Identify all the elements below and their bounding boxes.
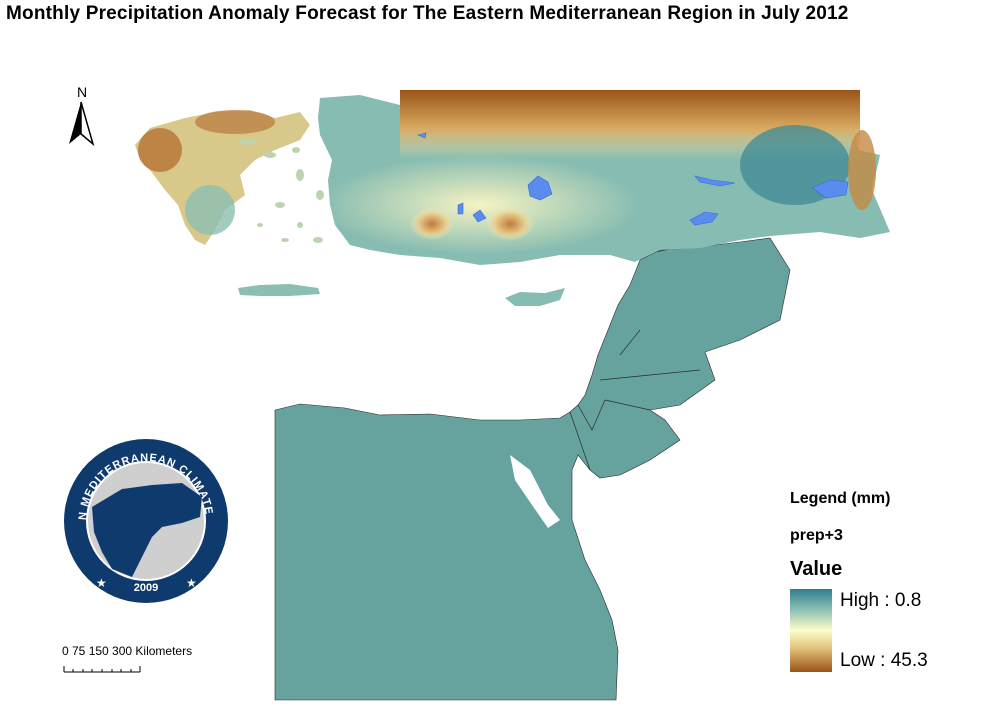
north-arrow-letter: N: [77, 84, 88, 100]
legend-field-name: Value: [790, 558, 843, 580]
legend-low-label: Low : 45.3: [840, 650, 928, 671]
legend: Legend (mm) prep+3 Value High : 0.8 Low …: [790, 490, 990, 690]
egypt-region: [274, 237, 791, 701]
aegean-islands: [240, 139, 324, 243]
svg-text:★: ★: [186, 576, 197, 590]
legend-color-ramp: [790, 589, 832, 672]
orange-anomaly-2: [486, 207, 534, 241]
emcc-logo: EASTERN MEDITERRANEAN CLIMATE CENTRE 200…: [62, 437, 228, 603]
legend-title: Legend (mm): [790, 490, 891, 507]
crete-island: [238, 284, 320, 296]
greece-teal: [185, 185, 235, 235]
scale-bar: [63, 666, 141, 673]
greece-dry-north: [195, 110, 275, 134]
country-borders: [569, 234, 761, 471]
greece-dry-west: [138, 128, 182, 172]
legend-layer-name: prep+3: [790, 527, 843, 544]
legend-high-label: High : 0.8: [840, 590, 922, 611]
gulf-of-suez: [510, 455, 560, 528]
central-anatolia-low-anomaly: [320, 155, 640, 255]
map-title: Monthly Precipitation Anomaly Forecast f…: [6, 3, 849, 24]
scale-bar-labels: 0 75 150 300 Kilometers: [62, 644, 193, 658]
cyprus-island: [505, 288, 565, 306]
svg-text:★: ★: [96, 576, 107, 590]
lakes: [417, 132, 849, 226]
orange-anomaly-1: [410, 208, 454, 240]
logo-year: 2009: [134, 582, 158, 594]
east-dry-edge: [848, 130, 876, 210]
north-arrow-icon: [69, 101, 95, 147]
